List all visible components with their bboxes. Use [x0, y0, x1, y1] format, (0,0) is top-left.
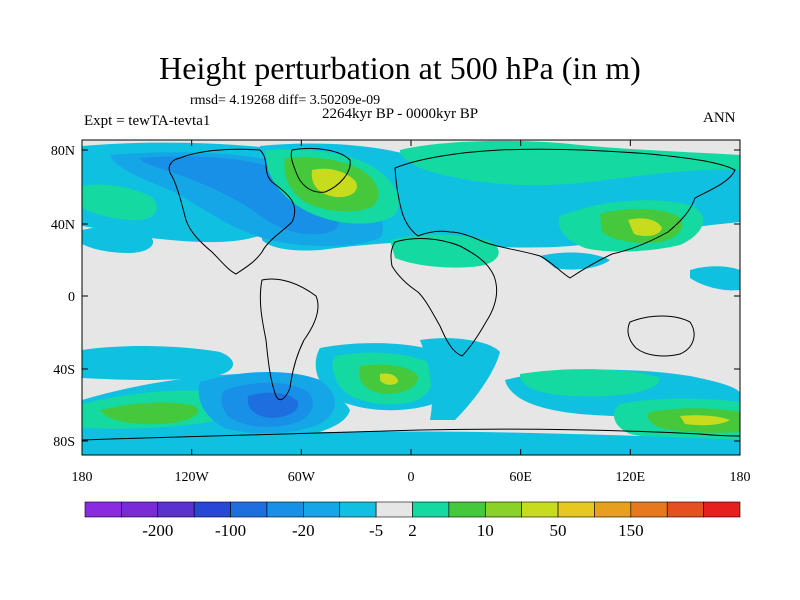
contour-region-cyan: [690, 266, 740, 291]
colorbar-swatch: [448, 501, 486, 518]
colorbar-swatch: [703, 501, 741, 518]
period-label: 2264kyr BP - 0000kyr BP: [322, 106, 479, 122]
latitude-axis: 80N 40N 0 40S 80S: [51, 144, 740, 450]
lon-tick-label: 120W: [175, 470, 210, 485]
coastline-greenland: [290, 147, 351, 193]
colorbar-label: 150: [618, 521, 644, 540]
contour-region-cyan: [82, 431, 740, 455]
lon-tick-label: 180: [72, 470, 93, 485]
contour-region-cyan: [540, 252, 610, 270]
contour-region-yellow: [380, 373, 398, 385]
contour-region-deep-blue: [247, 392, 299, 418]
lat-tick-label: 40S: [53, 363, 75, 378]
coastline-australia: [627, 315, 695, 357]
colorbar-swatch: [84, 501, 122, 518]
contour-region-cyan: [420, 338, 500, 420]
colorbar: [84, 501, 741, 518]
lon-tick-label: 180: [730, 470, 751, 485]
colorbar-swatch: [303, 501, 341, 518]
coastline-antarctica: [82, 428, 740, 441]
lon-tick-label: 120E: [616, 470, 646, 485]
lat-tick-label: 40N: [51, 218, 75, 233]
contour-region-teal: [390, 234, 499, 268]
coastline-africa: [390, 238, 498, 357]
colorbar-label: -200: [142, 521, 173, 540]
colorbar-swatch: [230, 501, 268, 518]
colorbar-swatch: [630, 501, 668, 518]
coastline-north-america: [168, 148, 296, 275]
colorbar-swatch: [121, 501, 159, 518]
colorbar-label: -20: [292, 521, 315, 540]
colorbar-label: 2: [408, 521, 417, 540]
colorbar-swatch: [193, 501, 231, 518]
contour-region-teal: [520, 369, 660, 397]
lon-tick-label: 0: [408, 470, 415, 485]
contour-field: [82, 140, 740, 455]
colorbar-labels: -200 -100 -20 -5 2 10 50 150: [142, 521, 643, 540]
colorbar-label: 50: [550, 521, 567, 540]
contour-region-mid-blue: [140, 156, 339, 235]
lon-tick-label: 60E: [509, 470, 532, 485]
coastline-south-america: [259, 278, 319, 401]
coastlines: [82, 147, 740, 441]
longitude-axis: 180 120W 60W 0 60E 120E 180: [72, 140, 751, 485]
colorbar-swatch: [666, 501, 704, 518]
colorbar-swatch: [594, 501, 632, 518]
colorbar-label: -100: [215, 521, 246, 540]
lon-tick-label: 60W: [288, 470, 316, 485]
colorbar-swatch: [412, 501, 450, 518]
contour-region-cyan: [82, 346, 234, 380]
colorbar-swatch: [157, 501, 195, 518]
contour-region-green: [100, 402, 199, 425]
contour-region-yellow: [628, 218, 662, 236]
colorbar-swatch: [339, 501, 377, 518]
contour-region-teal: [400, 140, 740, 186]
season-label: ANN: [703, 110, 736, 126]
contour-region-cyan: [82, 227, 154, 253]
coastline-eurasia: [394, 148, 736, 279]
contour-region-yellow: [680, 415, 730, 426]
lat-tick-label: 80N: [51, 144, 75, 159]
colorbar-label: -5: [369, 521, 383, 540]
contour-region-teal: [82, 184, 157, 221]
experiment-label: Expt = tewTA-tevta1: [84, 113, 211, 129]
colorbar-swatch: [484, 501, 522, 518]
stats-label: rmsd= 4.19268 diff= 3.50209e-09: [190, 93, 381, 108]
colorbar-swatch: [521, 501, 559, 518]
lat-tick-label: 80S: [53, 435, 75, 450]
colorbar-swatch: [266, 501, 304, 518]
colorbar-swatch: [375, 501, 413, 518]
colorbar-label: 10: [477, 521, 494, 540]
lat-tick-label: 0: [68, 290, 75, 305]
colorbar-swatch: [557, 501, 595, 518]
map-title: Height perturbation at 500 hPa (in m): [159, 50, 641, 86]
